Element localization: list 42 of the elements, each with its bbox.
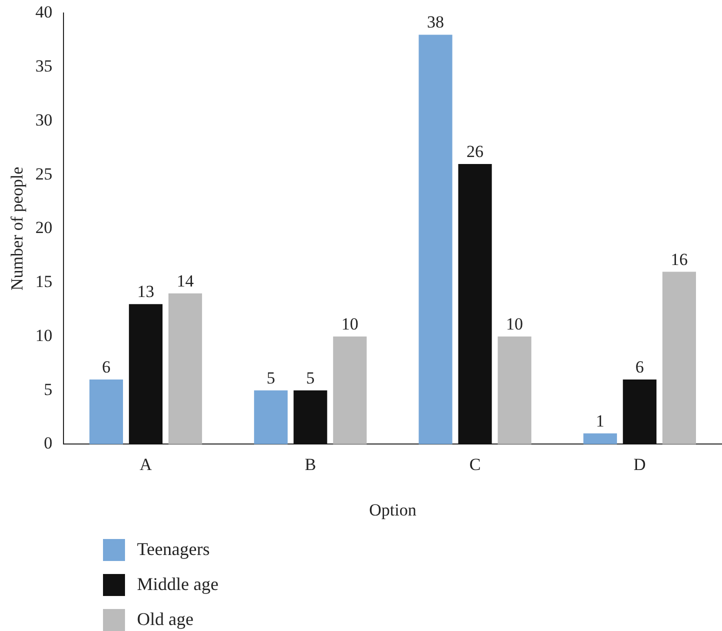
bar [458,164,492,444]
x-tick-label: D [634,454,646,474]
legend-label: Middle age [137,574,218,595]
bar [254,390,288,444]
y-tick-label: 25 [35,164,52,184]
y-tick-label: 35 [35,56,52,76]
x-tick-label: A [140,454,153,474]
data-label: 13 [137,282,154,302]
legend-label: Teenagers [137,539,210,560]
data-label: 10 [506,314,524,334]
data-label: 1 [596,411,604,430]
bar [168,293,202,444]
y-tick-label: 5 [44,380,52,399]
y-tick-label: 0 [44,434,52,453]
bar [128,304,163,444]
y-axis-title: Number of people [8,166,27,291]
y-tick-label: 10 [35,326,52,345]
y-tick-label: 15 [35,272,52,292]
bar [89,380,124,444]
bar [498,336,532,444]
x-tick-label: B [304,454,316,474]
y-tick-label: 20 [35,218,52,238]
data-label: 14 [176,271,194,290]
bar [333,336,367,444]
data-label: 16 [670,250,688,269]
x-tick-label: C [469,454,481,474]
y-tick-label: 30 [35,110,52,130]
bar [622,380,656,444]
bar [418,34,452,444]
x-axis-title: Option [369,500,417,520]
y-tick-label: 40 [35,2,52,22]
data-label: 10 [341,314,358,334]
data-label: 26 [466,142,484,162]
data-label: 5 [306,368,315,388]
bar [583,433,617,444]
bar [662,272,696,444]
data-label: 6 [102,358,110,377]
bar [294,390,328,444]
legend-label: Old age [137,609,194,630]
data-label: 6 [635,358,644,377]
data-label: 5 [266,368,276,388]
data-label: 38 [427,12,444,32]
